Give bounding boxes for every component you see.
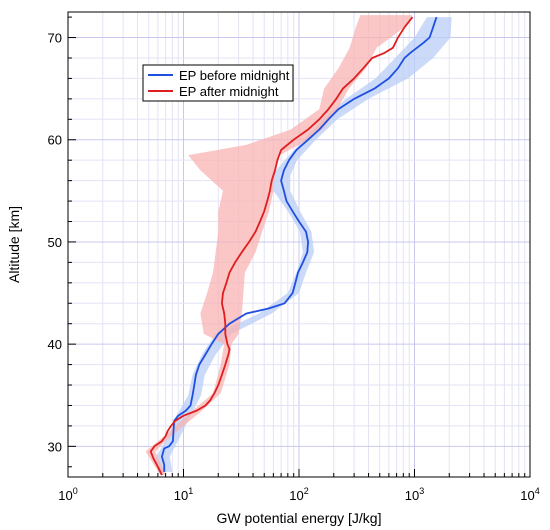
y-tick-label: 60 xyxy=(48,133,62,148)
line-series-0 xyxy=(160,16,438,472)
uncertainty-bands xyxy=(145,15,452,475)
axes: 100 101 102 103 104 30 40 50 60 70 xyxy=(48,16,540,503)
y-tick-label: 30 xyxy=(48,439,62,454)
x-tick-label: 103 xyxy=(405,486,424,503)
x-axis-label: GW potential energy [J/kg] xyxy=(217,510,382,526)
band-series-1 xyxy=(145,15,413,475)
legend: EP before midnight EP after midnight xyxy=(142,64,294,102)
legend-label-before-midnight: EP before midnight xyxy=(179,68,290,83)
series-lines xyxy=(149,16,438,476)
y-axis-label: Altitude [km] xyxy=(6,206,22,283)
legend-label-after-midnight: EP after midnight xyxy=(179,84,279,99)
y-tick-label: 50 xyxy=(48,235,62,250)
x-tick-label: 101 xyxy=(174,486,193,503)
grid-lines xyxy=(67,12,530,477)
x-tick-label: 102 xyxy=(289,486,308,503)
legend-box xyxy=(142,64,294,102)
y-tick-label: 40 xyxy=(48,337,62,352)
x-tick-label: 100 xyxy=(58,486,77,503)
line-series-1 xyxy=(149,16,414,476)
y-tick-label: 70 xyxy=(48,31,62,46)
x-tick-label: 104 xyxy=(520,486,539,503)
band-series-0 xyxy=(156,17,452,472)
